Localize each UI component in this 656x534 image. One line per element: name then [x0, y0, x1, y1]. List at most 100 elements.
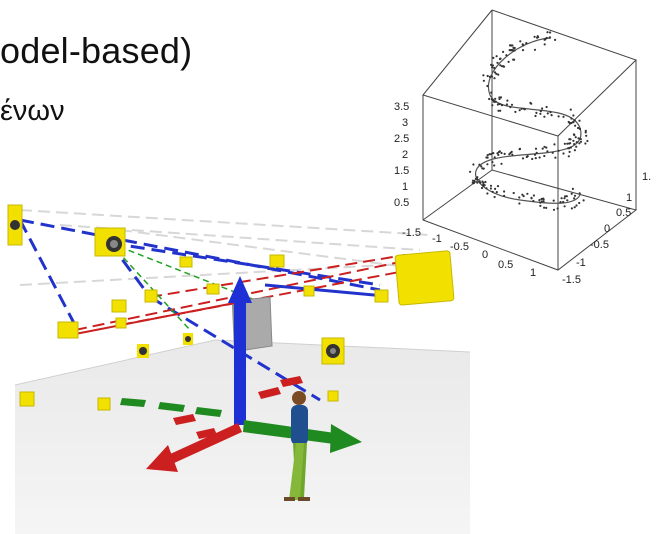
scatter-point — [579, 138, 582, 141]
scatter-point — [584, 129, 587, 132]
scatter-point — [570, 192, 573, 195]
speaker-cubes — [19, 250, 455, 411]
scatter-point — [570, 117, 573, 120]
scatter-point — [566, 199, 569, 202]
scatter-point — [500, 162, 503, 165]
green-rays — [109, 242, 256, 331]
scatter-point — [488, 75, 491, 78]
scatter-point — [551, 151, 554, 154]
scatter-point — [562, 200, 565, 204]
scatter-point — [488, 97, 491, 101]
scatter-point — [512, 191, 515, 195]
z-tick: 3 — [402, 117, 408, 129]
x-tick: 1 — [530, 267, 536, 279]
red-line — [69, 299, 251, 336]
scatter-point — [565, 195, 568, 198]
scatter-point — [506, 99, 509, 102]
scatter-point — [574, 136, 577, 139]
scatter-point — [570, 121, 573, 125]
scatter-point — [496, 185, 500, 188]
speaker-icon — [94, 227, 126, 257]
scatter-point — [519, 40, 522, 43]
scatter-point — [568, 147, 571, 150]
scatter-point — [546, 31, 549, 34]
scatter-point — [473, 179, 476, 182]
scatter-point — [494, 97, 497, 100]
scatter-point — [493, 164, 496, 167]
z-tick: 1.5 — [394, 165, 409, 177]
scatter-point — [550, 114, 553, 117]
y-tick-labels: 1. 1 0.5 0 -0.5 -1 -1.5 — [562, 171, 651, 286]
y-tick: 1. — [642, 171, 651, 183]
speaker-icon — [183, 333, 193, 345]
scatter-point — [489, 187, 492, 190]
scatter-point — [518, 109, 521, 112]
scatter-point — [567, 155, 570, 158]
plot-box — [422, 9, 638, 271]
scatter-point — [557, 115, 560, 118]
scatter-point — [510, 150, 513, 153]
scatter-point — [552, 208, 556, 211]
scatter-point — [479, 181, 482, 184]
scatter-point — [518, 202, 521, 205]
scatter-point — [491, 66, 494, 69]
x-tick-labels: -1.5 -1 -0.5 0 0.5 1 — [402, 227, 536, 279]
scatter-point — [486, 74, 489, 78]
scatter-point — [564, 195, 567, 198]
scatter-point — [502, 65, 505, 68]
scatter-point — [513, 58, 516, 61]
scatter-point — [579, 140, 583, 143]
scatter-point — [586, 139, 589, 143]
scatter-point — [496, 152, 499, 155]
scatter-point — [503, 190, 506, 193]
scatter-point — [582, 199, 585, 202]
z-tick: 2.5 — [394, 133, 409, 145]
scatter-point — [497, 73, 500, 76]
scatter-point — [486, 163, 489, 166]
scatter-point — [488, 153, 491, 156]
scatter-point — [543, 115, 546, 118]
scatter-point — [563, 205, 566, 208]
scatter-point — [482, 181, 485, 185]
scatter-point — [575, 141, 578, 144]
scatter-point — [543, 145, 546, 148]
person-figure — [284, 391, 310, 501]
scatter-point — [511, 153, 514, 156]
scatter-point — [530, 197, 533, 200]
scatter-point — [518, 147, 522, 150]
x-tick: 0.5 — [498, 259, 513, 271]
slide-subtitle: ένων — [0, 95, 65, 127]
scatter-point — [544, 37, 547, 41]
scatter-point — [498, 97, 501, 101]
scatter-point — [533, 153, 537, 156]
scatter-point — [498, 102, 501, 106]
scatter-point — [476, 181, 479, 184]
scatter-point — [490, 91, 493, 94]
scatter-point — [548, 36, 551, 39]
scatter-point — [573, 149, 576, 152]
scatter-point — [503, 194, 506, 197]
x-tick: -1 — [432, 233, 442, 245]
scatter-point — [484, 180, 487, 184]
scatter-point — [513, 46, 516, 50]
scatter-point — [478, 163, 481, 166]
scatter-point — [578, 142, 581, 145]
scatter-point — [482, 74, 485, 77]
scatter-point — [521, 157, 525, 160]
scatter-point — [500, 104, 504, 107]
scatter-point — [472, 163, 475, 166]
scatter-point — [573, 194, 577, 197]
y-tick: 0 — [604, 223, 610, 235]
scatter-point — [539, 201, 542, 204]
scatter-point — [549, 111, 552, 114]
scatter-point — [572, 121, 575, 124]
scatter-point — [560, 197, 563, 200]
scatter-point — [538, 199, 541, 202]
scatter-point — [491, 104, 494, 107]
z-tick: 2 — [402, 149, 408, 161]
scatter-point — [529, 101, 532, 104]
scatter-point — [552, 199, 555, 202]
y-tick: -1.5 — [562, 274, 581, 286]
scatter-point — [492, 152, 495, 155]
scatter-point — [493, 156, 496, 159]
